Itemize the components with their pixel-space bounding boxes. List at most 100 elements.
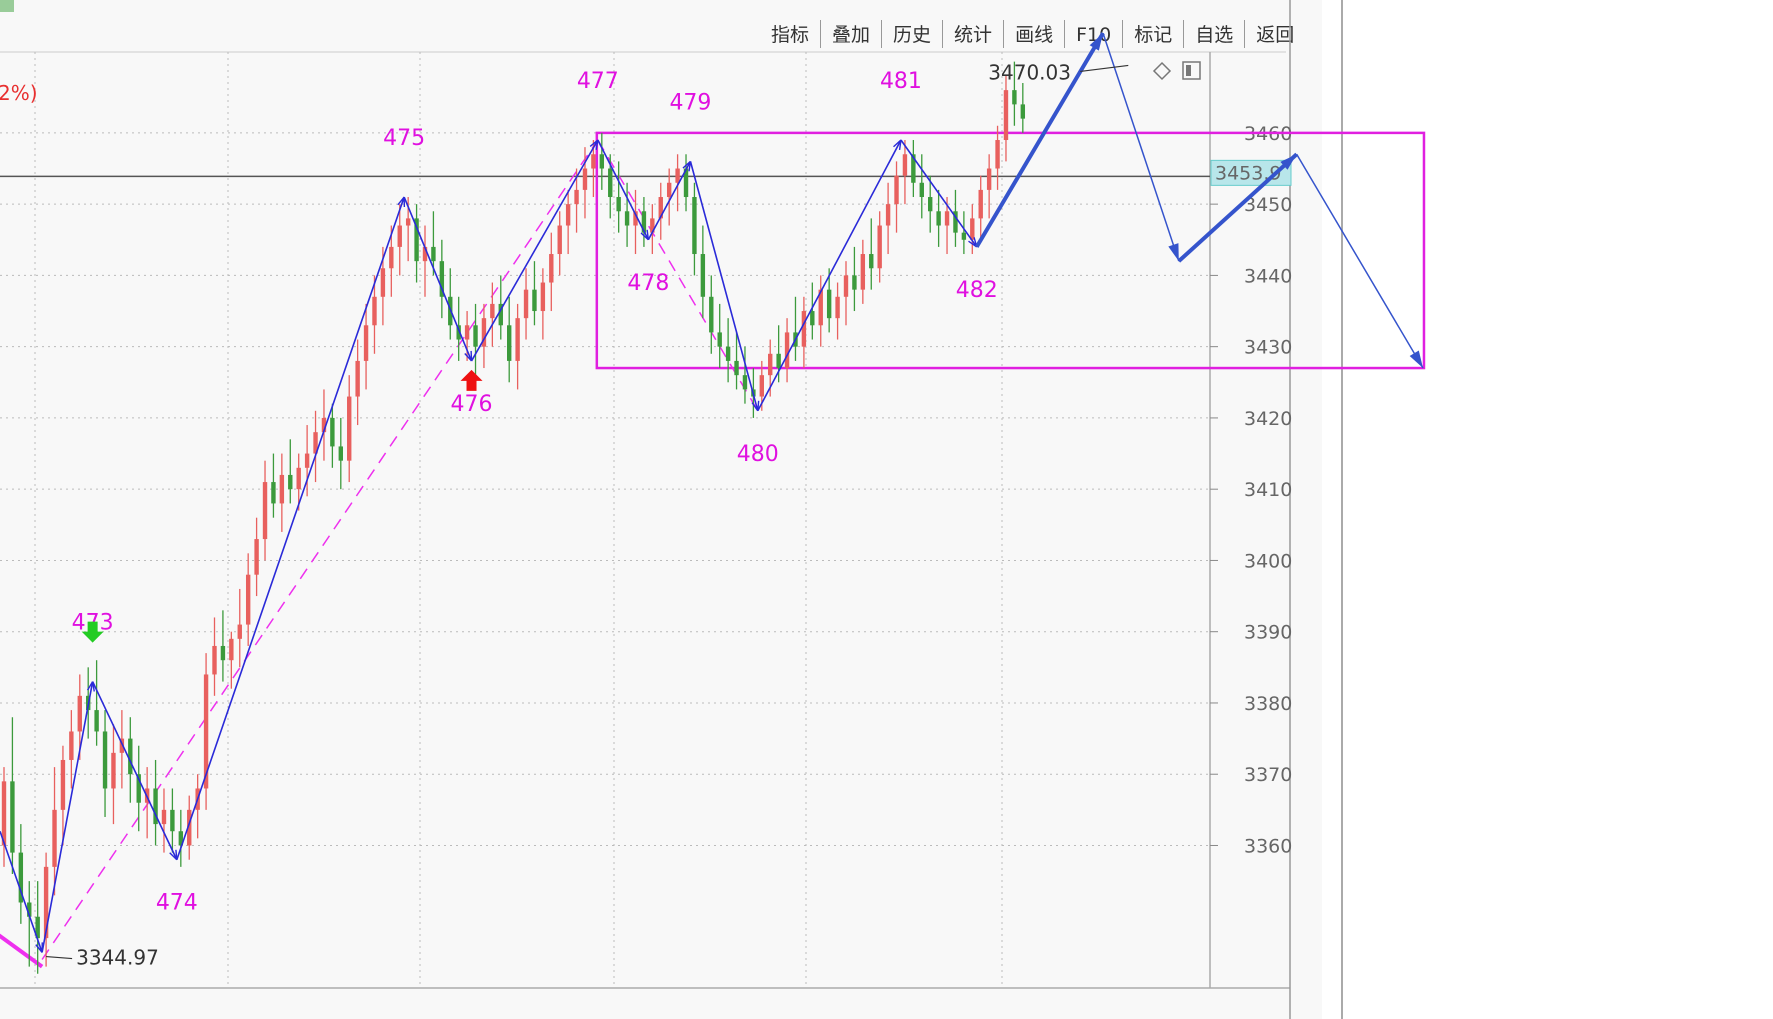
candle-body	[818, 289, 823, 326]
toolbar-button-5[interactable]: F10	[1064, 20, 1122, 48]
candle-body	[490, 303, 495, 319]
candle-body	[540, 282, 546, 312]
y-tick-label: 3440	[1244, 265, 1292, 287]
candle-body	[902, 154, 908, 176]
y-tick-label: 3370	[1244, 764, 1292, 786]
candle-body	[279, 474, 285, 504]
candle-body	[422, 246, 428, 262]
y-tick-label: 3360	[1244, 835, 1292, 857]
candle-body	[591, 154, 596, 169]
toolbar-button-6[interactable]: 标记	[1122, 20, 1183, 48]
candle-body	[709, 296, 714, 333]
candle-body	[431, 246, 436, 262]
chart-panel	[0, 0, 1322, 1019]
candle-body	[557, 225, 562, 255]
candle-body	[978, 189, 983, 219]
candle-body	[347, 396, 352, 461]
candle-body	[187, 809, 192, 846]
candle-body	[498, 303, 503, 326]
zigzag-segment	[597, 139, 650, 241]
candle-body	[212, 645, 217, 675]
trendline-2	[0, 933, 44, 969]
wave-label: 477	[577, 69, 619, 94]
candle-body	[464, 325, 470, 340]
candle-body	[835, 296, 840, 319]
wave-label: 474	[156, 891, 198, 916]
candle-body	[473, 325, 478, 347]
projection-arrowhead	[1168, 243, 1179, 262]
panel-toggle-icon-fill	[1186, 65, 1191, 76]
buy-signal-arrow	[460, 369, 483, 391]
candle-body	[262, 482, 268, 540]
wave-label: 479	[669, 90, 711, 115]
low-annotation-pointer	[46, 955, 73, 960]
candle-body	[658, 197, 663, 219]
candle-body	[565, 204, 571, 226]
panel-toggle-icon[interactable]	[1182, 61, 1201, 80]
candle-body	[288, 474, 293, 490]
candle-body	[852, 275, 857, 290]
candle-body	[574, 189, 579, 205]
toolbar-button-8[interactable]: 返回	[1244, 20, 1305, 48]
candle-body	[801, 311, 807, 347]
sell-signal-arrow	[81, 621, 104, 643]
candle-body	[414, 218, 419, 262]
candle-body	[860, 254, 866, 290]
candle-body	[515, 318, 520, 361]
y-tick-label: 3390	[1244, 622, 1292, 644]
candle-body	[313, 432, 318, 454]
zigzag-segment	[91, 681, 178, 861]
candle-body	[153, 788, 158, 825]
blank-canvas-area	[1372, 0, 1773, 1019]
candle-body	[330, 417, 335, 447]
candle-body	[456, 325, 461, 340]
candle-body	[237, 624, 242, 639]
candle-body	[1003, 90, 1009, 141]
candle-body	[338, 446, 343, 461]
candle-body	[995, 140, 1000, 169]
toolbar-button-4[interactable]: 画线	[1003, 20, 1064, 48]
candle-body	[1, 781, 7, 846]
candle-body	[304, 453, 310, 468]
candle-body	[363, 325, 369, 361]
candle-body	[944, 211, 950, 226]
chart-toolbar: 指标 叠加 历史 统计 画线 F10 标记 自选 返回	[760, 20, 1305, 48]
wave-label: 482	[956, 278, 998, 303]
zigzag-segment	[647, 161, 692, 241]
candle-body	[397, 225, 402, 247]
diamond-icon[interactable]	[1152, 61, 1172, 81]
candle-body	[43, 866, 49, 939]
toolbar-button-7[interactable]: 自选	[1183, 20, 1244, 48]
candle-body	[759, 375, 764, 397]
toolbar-button-1[interactable]: 叠加	[820, 20, 881, 48]
candle-body	[599, 154, 605, 169]
candle-body	[18, 852, 24, 903]
high-annotation-pointer	[1080, 64, 1129, 73]
candle-body	[734, 360, 739, 376]
projection-segment	[1102, 32, 1180, 262]
percent-change-text: 2%)	[0, 81, 38, 105]
candle-body	[405, 218, 411, 226]
zigzag-segment	[0, 830, 43, 953]
toolbar-button-0[interactable]: 指标	[771, 24, 810, 46]
zigzag-segment	[757, 139, 902, 412]
candle-body	[810, 311, 815, 326]
candle-body	[826, 289, 832, 319]
candle-body	[725, 346, 731, 361]
y-tick-label: 3430	[1244, 337, 1292, 359]
candle-body	[481, 318, 487, 347]
candle-body	[1020, 104, 1026, 119]
candle-body	[35, 916, 40, 939]
candle-body	[675, 168, 680, 183]
y-tick-label: 3400	[1244, 550, 1292, 572]
candle-body	[1012, 90, 1017, 105]
toolbar-button-2[interactable]: 历史	[881, 20, 942, 48]
wave-label: 478	[627, 271, 669, 296]
candle-body	[928, 197, 933, 212]
zigzag-segment	[470, 139, 599, 362]
toolbar-button-3[interactable]: 统计	[942, 20, 1003, 48]
candle-body	[77, 695, 82, 732]
candle-body	[439, 261, 445, 297]
candle-body	[60, 759, 66, 810]
